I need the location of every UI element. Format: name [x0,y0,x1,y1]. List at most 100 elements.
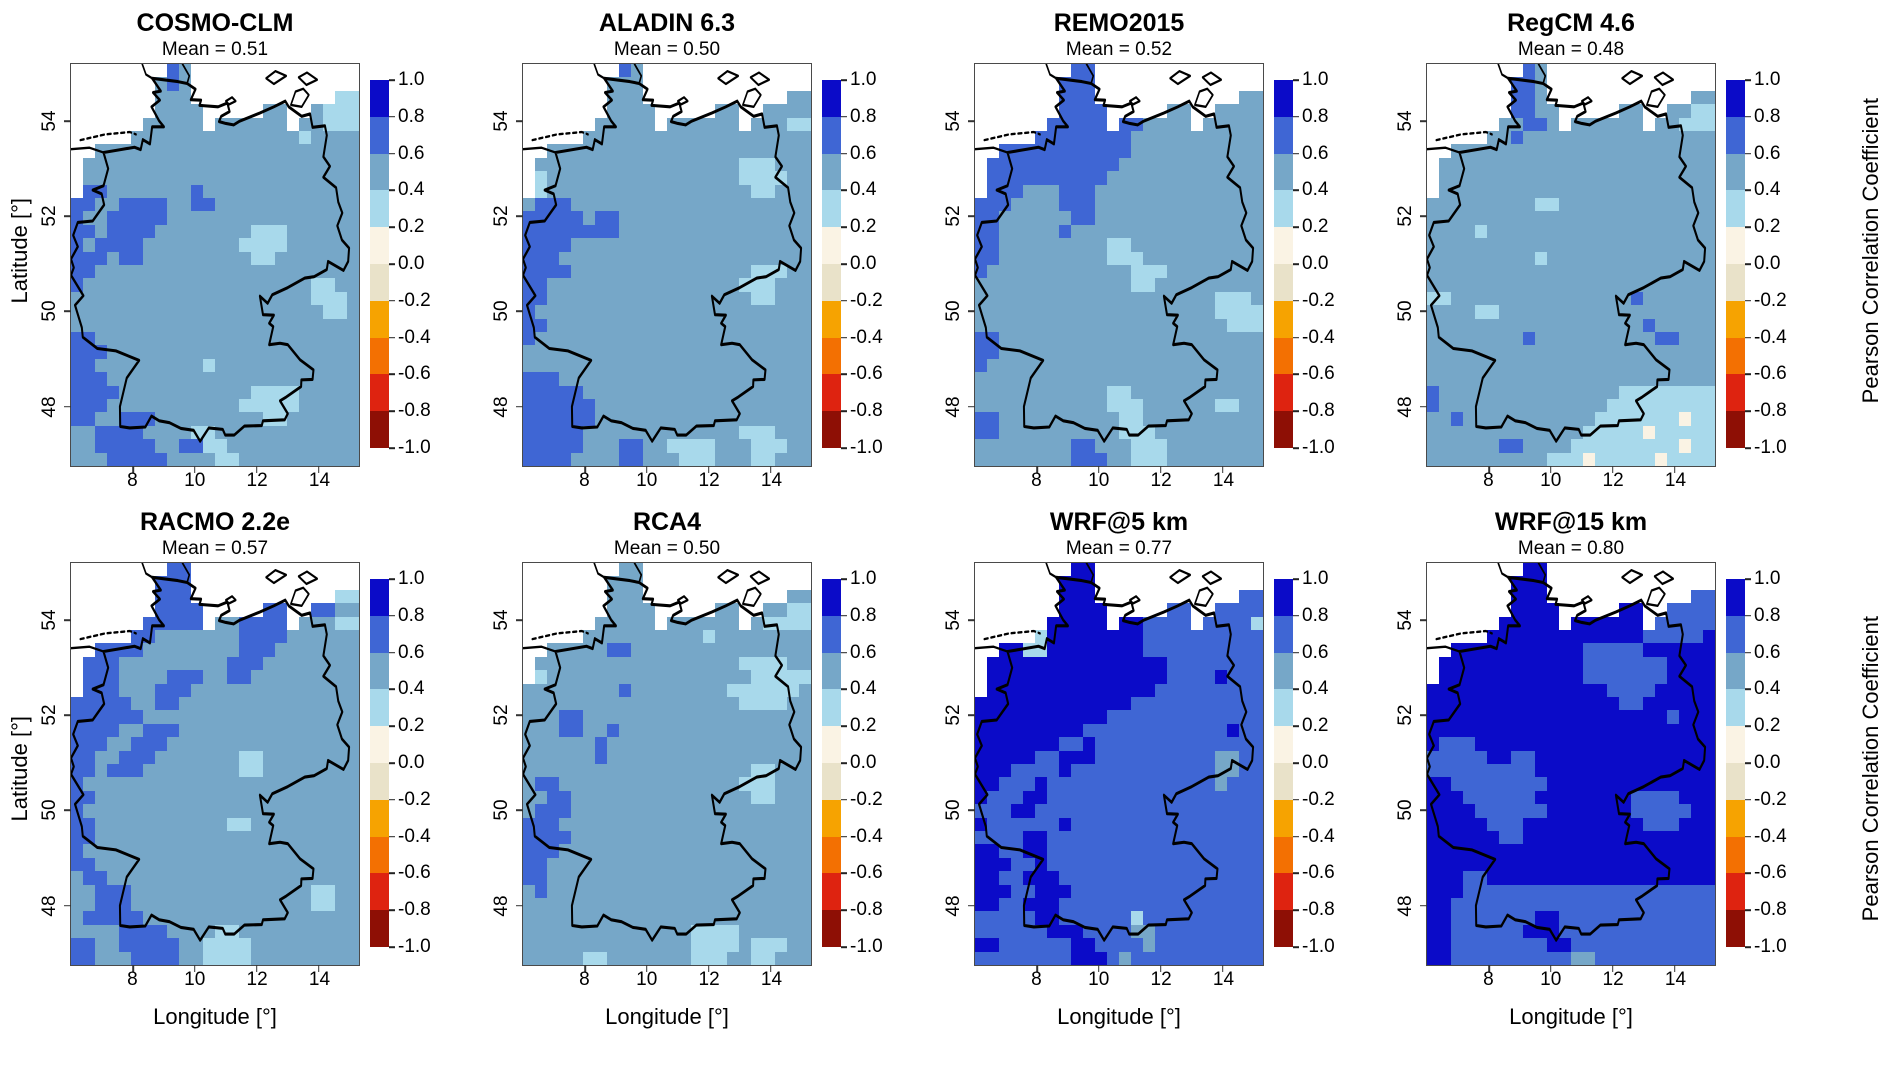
colorbar-segment [370,190,389,228]
colorbar-tick-label: 0.8 [1302,604,1329,626]
y-tick-text: 54 [943,609,964,631]
y-tick-label: 50 [943,301,965,322]
figure-row-2: Latitude [°] RACMO 2.2e Mean = 0.57 54 52 50… [0,507,1896,1030]
x-tick-text: 12 [1150,470,1172,491]
colorbar-tick-label: 1.0 [398,69,425,90]
colorbar-segment [1726,836,1745,874]
colorbar-tick-mark [389,79,395,81]
colorbar-tick-label: -0.2 [850,289,883,311]
x-tick-labels: 8 10 12 14 [1426,467,1716,493]
colorbar-tick-label: 0.2 [1754,715,1781,737]
y-tick-mark [516,310,523,313]
colorbar-tick-mark [389,300,395,302]
y-tick-mark [968,714,975,717]
colorbar-tick-label: 0.6 [1754,142,1781,164]
colorbar-tick-mark [1293,447,1299,449]
x-tick-text: 10 [1088,969,1110,990]
colorbar-segment [1726,762,1745,800]
y-tick-mark [1420,714,1427,717]
colorbar-tick-mark [389,615,395,617]
colorbar-tick-mark [841,152,847,155]
colorbar-tick-label: -0.2 [1302,289,1335,311]
y-tick-mark [64,714,71,717]
y-tick-mark [968,405,975,408]
y-tick-label: 52 [491,705,513,726]
x-tick-mark [1221,466,1224,473]
latitude-axis-label: Latitude [°] [7,715,32,822]
panel-title: RACMO 2.2e [139,508,291,536]
colorbar-tick-label: 0.4 [398,678,425,700]
colorbar-tick-mark [389,116,395,118]
x-tick-text: 14 [1664,969,1687,990]
longitude-axis-label: Longitude [°] [1057,1004,1181,1029]
x-tick-mark [1036,466,1038,473]
y-tick-label: 54 [1395,610,1417,631]
x-tick-text: 14 [1664,470,1687,491]
colorbar-segment [1274,910,1293,947]
colorbar-tick-label: 1.0 [850,69,877,90]
colorbar-segment [1726,579,1745,616]
x-tick-mark [1673,965,1676,972]
colorbar-tick-mark [389,578,395,580]
colorbar-tick-mark [1745,189,1751,192]
colorbar-tick-label: 0.2 [1302,216,1329,238]
y-tick-text: 52 [943,704,964,726]
y-tick-label: 52 [39,705,61,726]
x-tick-text: 14 [1212,969,1235,990]
colorbar-segment [1274,411,1293,448]
colorbar-title-row2: Pearson Correlation Coefficient [1848,507,1894,1030]
y-tick-text: 54 [1395,609,1416,631]
x-tick-text: 12 [698,969,720,990]
colorbar-tick-mark [1293,725,1299,727]
x-tick-mark [1550,965,1552,972]
x-tick-text: 10 [636,969,658,990]
colorbar-tick-mark [841,263,847,265]
x-tick-mark [317,466,320,473]
y-tick-text: 48 [1395,894,1416,917]
colorbar-segment [822,153,841,191]
colorbar-tick-label: 0.8 [850,105,877,127]
y-tick-mark [516,714,523,717]
colorbar-tick-label: -0.6 [1302,862,1335,884]
y-axis-title-row2: Latitude [°] [0,507,40,1030]
y-tick-label: 52 [491,206,513,227]
colorbar-tick-label: -0.4 [1302,825,1335,847]
y-tick-mark [1420,310,1427,313]
y-tick-text: 50 [491,300,512,322]
x-tick-mark [1036,965,1038,972]
colorbar-tick-mark [841,226,847,228]
y-tick-mark [968,904,975,907]
map-plot-area: 54 52 50 48 1.0 0.8 0.6 0.4 0.2 0.0 -0.2 -0.4 -0.6 -0… [943,63,1335,473]
x-tick-mark [256,466,258,473]
panel-remo2015: REMO2015 Mean = 0.52 54 52 50 48 1.0 0.8 0.6 0.4 0… [943,8,1396,493]
x-tick-mark [1160,965,1162,972]
x-tick-mark [646,466,648,473]
panel-racmo-2-2e: RACMO 2.2e Mean = 0.57 54 52 50 48 1.0 0.8 0.6 0.… [39,507,492,1030]
longitude-axis-label: Longitude [°] [153,1004,277,1029]
colorbar-tick-label: 0.4 [850,179,877,201]
colorbar-segment [1726,153,1745,191]
colorbar-tick-mark [1745,447,1751,449]
colorbar: 1.0 0.8 0.6 0.4 0.2 0.0 -0.2 -0.4 -0.6 -0.8 -1.0 [822,568,883,957]
colorbar-segment [822,190,841,228]
panel-mean-subtitle: Mean = 0.57 [161,538,269,559]
y-tick-mark [64,809,71,812]
colorbar-tick-mark [841,189,847,192]
y-tick-label: 48 [491,396,513,417]
colorbar-tick-label: 1.0 [1754,568,1781,589]
x-tick-mark [132,965,134,972]
y-tick-text: 52 [39,205,60,227]
y-tick-label: 54 [491,111,513,132]
colorbar-tick-label: 0.2 [1302,715,1329,737]
colorbar-tick-label: 1.0 [1302,69,1329,90]
colorbar-tick-label: 0.4 [1302,678,1329,700]
colorbar-tick-mark [1745,762,1751,764]
x-tick-text: 10 [1540,969,1562,990]
colorbar: 1.0 0.8 0.6 0.4 0.2 0.0 -0.2 -0.4 -0.6 -0.8 -1.0 [370,69,431,458]
y-tick-text: 50 [943,799,964,821]
x-tick-text: 10 [184,470,206,491]
colorbar-tick-mark [1293,410,1299,412]
y-tick-mark [64,619,71,621]
y-tick-label: 48 [943,895,965,916]
y-tick-text: 52 [491,704,512,726]
